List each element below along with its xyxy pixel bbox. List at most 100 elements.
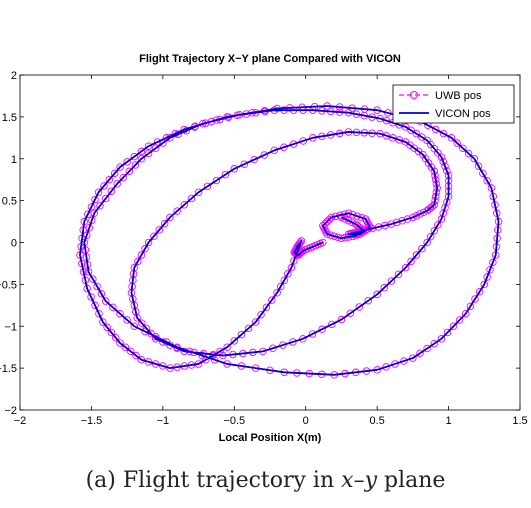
uwb-point	[101, 194, 110, 203]
uwb-point	[407, 257, 415, 266]
uwb-point	[328, 320, 336, 329]
uwb-point	[96, 202, 104, 210]
figure-caption: (a) Flight trajectory in x–y plane	[0, 468, 531, 493]
uwb-point	[83, 231, 91, 239]
uwb-point	[244, 324, 253, 333]
uwb-point	[394, 270, 403, 279]
x-tick-label: −1.5	[81, 415, 103, 427]
uwb-point	[85, 224, 94, 232]
uwb-point	[423, 206, 431, 215]
uwb-point	[97, 290, 106, 298]
uwb-point	[269, 344, 277, 352]
uwb-point	[91, 195, 99, 204]
uwb-point	[144, 142, 153, 150]
caption-suffix: plane	[377, 468, 446, 493]
uwb-point	[131, 161, 140, 169]
uwb-point	[160, 219, 169, 228]
uwb-point	[423, 238, 431, 247]
legend-uwb-label: UWB pos	[435, 90, 482, 102]
uwb-point	[412, 129, 421, 138]
uwb-point	[257, 310, 265, 319]
ticks-layer: −2 −1.5 −1 −0.5 0 0.5 1 1.5 −2 −1.5 −1 −0.5 0 0.5 1 1.5…	[0, 70, 528, 427]
y-tick-label: −1.5	[0, 363, 17, 375]
series-layer	[76, 102, 503, 379]
uwb-point	[91, 301, 99, 310]
uwb-point	[90, 209, 99, 217]
uwb-point	[268, 296, 276, 304]
uwb-point	[299, 335, 307, 343]
uwb-point	[480, 280, 489, 289]
uwb-point	[426, 232, 435, 241]
uwb-point	[483, 176, 491, 185]
caption-dash: –	[353, 468, 365, 493]
uwb-point	[107, 328, 116, 337]
y-tick-label: 0	[11, 238, 17, 250]
uwb-point	[439, 157, 447, 166]
uwb-point	[93, 282, 101, 291]
uwb-point	[387, 277, 396, 285]
uwb-point	[159, 362, 167, 370]
uwb-point	[475, 287, 484, 296]
legend: UWB pos VICON pos	[392, 84, 515, 124]
x-tick-label: −1	[157, 415, 170, 427]
y-tick-label: 1	[11, 154, 17, 166]
uwb-point	[430, 339, 439, 348]
uwb-point	[87, 293, 95, 301]
uwb-point	[447, 134, 456, 142]
uwb-point	[110, 169, 119, 178]
caption-var-x: x	[341, 468, 354, 493]
uwb-point	[337, 315, 346, 324]
uwb-point	[230, 337, 239, 345]
uwb-point	[130, 152, 139, 161]
uwb-point	[210, 356, 219, 364]
uwb-point	[287, 263, 296, 272]
uwb-point	[279, 341, 287, 349]
uwb-point	[412, 251, 421, 259]
uwb-point	[466, 302, 475, 311]
uwb-point	[409, 354, 417, 362]
uwb-point	[237, 330, 246, 339]
uwb-point	[449, 322, 458, 331]
uwb-point	[194, 188, 203, 196]
uwb-point	[353, 212, 361, 220]
uwb-point	[212, 176, 221, 185]
uwb-point	[116, 339, 124, 347]
uwb-point	[382, 131, 391, 140]
uwb-point	[100, 182, 108, 190]
uwb-point	[180, 201, 189, 209]
uwb-point	[137, 251, 146, 259]
plot-background	[20, 75, 520, 410]
uwb-point	[461, 309, 470, 318]
uwb-point	[89, 275, 97, 283]
uwb-point	[416, 210, 424, 218]
uwb-point	[391, 360, 399, 368]
x-tick-label: 1	[446, 415, 452, 427]
uwb-point	[273, 289, 281, 297]
uwb-point	[364, 296, 372, 305]
uwb-point	[123, 316, 131, 324]
uwb-point	[123, 158, 131, 166]
uwb-point	[105, 175, 114, 184]
legend-vicon-label: VICON pos	[435, 108, 491, 120]
uwb-point	[270, 146, 279, 155]
y-tick-label: −2	[4, 405, 17, 417]
uwb-point	[99, 318, 107, 326]
uwb-point	[132, 351, 140, 360]
uwb-point	[419, 208, 428, 217]
uwb-point	[418, 245, 426, 253]
uwb-point	[223, 343, 231, 351]
uwb-point	[479, 169, 487, 178]
uwb-point	[412, 211, 421, 220]
uwb-point	[334, 233, 342, 242]
uwb-point	[361, 215, 370, 223]
uwb-point	[280, 276, 289, 284]
uwb-point	[251, 318, 260, 326]
uwb-point	[187, 194, 196, 203]
uwb-point	[126, 347, 135, 356]
x-tick-label: −2	[14, 415, 27, 427]
uwb-point	[101, 297, 110, 305]
uwb-point	[203, 182, 212, 191]
uwb-point	[141, 245, 149, 253]
uwb-point	[455, 316, 464, 324]
uwb-point	[341, 215, 349, 223]
